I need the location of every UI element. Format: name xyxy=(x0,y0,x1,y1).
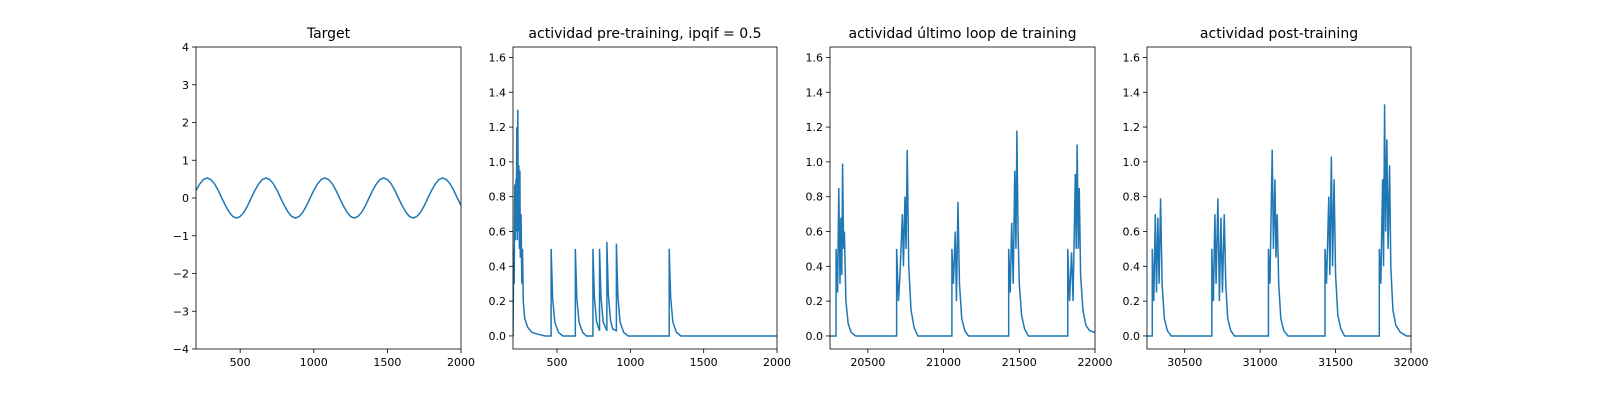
y-tick-label: 0.4 xyxy=(1123,260,1141,273)
y-tick-label: 1.4 xyxy=(489,86,507,99)
y-tick-label: 1.0 xyxy=(806,156,824,169)
x-tick-label: 20500 xyxy=(850,356,885,369)
y-tick-label: −3 xyxy=(173,305,189,318)
x-tick-label: 1500 xyxy=(373,356,401,369)
y-tick-label: 1.0 xyxy=(1123,156,1141,169)
y-tick-label: 0.2 xyxy=(489,295,507,308)
y-tick-label: 0.0 xyxy=(1123,330,1141,343)
axes-frame xyxy=(829,46,1096,350)
x-tick-label: 30500 xyxy=(1167,356,1202,369)
y-tick-label: 1.2 xyxy=(489,121,507,134)
y-tick-label: 0.8 xyxy=(806,191,824,204)
y-tick-label: 0.2 xyxy=(806,295,824,308)
y-tick-label: 0.0 xyxy=(806,330,824,343)
chart-title: actividad último loop de training xyxy=(849,26,1077,42)
y-tick-label: 1 xyxy=(182,154,189,167)
y-tick-label: 1.6 xyxy=(806,51,824,64)
y-tick-label: 0.0 xyxy=(489,330,507,343)
x-tick-label: 21000 xyxy=(926,356,961,369)
y-tick-label: 1.6 xyxy=(489,51,507,64)
y-tick-label: 1.6 xyxy=(1123,51,1141,64)
x-tick-label: 22000 xyxy=(1078,356,1113,369)
y-tick-label: 4 xyxy=(182,41,189,54)
y-tick-label: 0 xyxy=(182,192,189,205)
x-tick-label: 1500 xyxy=(690,356,718,369)
axes-frame xyxy=(195,46,462,350)
y-tick-label: 0.6 xyxy=(489,226,507,239)
x-tick-label: 31500 xyxy=(1318,356,1353,369)
y-tick-label: 0.8 xyxy=(1123,191,1141,204)
y-tick-label: 0.4 xyxy=(806,260,824,273)
x-tick-label: 1000 xyxy=(300,356,328,369)
y-tick-label: 3 xyxy=(182,79,189,92)
y-tick-label: 1.4 xyxy=(806,86,824,99)
data-line xyxy=(1147,104,1411,337)
y-tick-label: 1.2 xyxy=(1123,121,1141,134)
x-tick-label: 500 xyxy=(547,356,568,369)
x-tick-label: 2000 xyxy=(763,356,791,369)
chart-title: actividad pre-training, ipqif = 0.5 xyxy=(528,26,761,42)
y-tick-label: −2 xyxy=(173,268,189,281)
x-tick-label: 21500 xyxy=(1002,356,1037,369)
y-tick-label: −4 xyxy=(173,343,189,356)
y-tick-label: 0.4 xyxy=(489,260,507,273)
axes-frame xyxy=(1146,46,1412,350)
chart-title: Target xyxy=(306,26,351,42)
chart-title: actividad post-training xyxy=(1200,26,1358,42)
y-tick-label: −1 xyxy=(173,230,189,243)
y-tick-label: 1.4 xyxy=(1123,86,1141,99)
x-tick-label: 500 xyxy=(230,356,251,369)
y-tick-label: 2 xyxy=(182,117,189,130)
y-tick-label: 0.2 xyxy=(1123,295,1141,308)
data-line xyxy=(513,109,777,337)
x-tick-label: 2000 xyxy=(447,356,475,369)
y-tick-label: 1.2 xyxy=(806,121,824,134)
x-tick-label: 1000 xyxy=(616,356,644,369)
y-tick-label: 0.6 xyxy=(1123,226,1141,239)
y-tick-label: 0.6 xyxy=(806,226,824,239)
data-line xyxy=(830,130,1095,337)
y-tick-label: 1.0 xyxy=(489,156,507,169)
x-tick-label: 31000 xyxy=(1243,356,1278,369)
axes-frame xyxy=(512,46,778,350)
data-line xyxy=(196,177,461,219)
y-tick-label: 0.8 xyxy=(489,191,507,204)
x-tick-label: 32000 xyxy=(1394,356,1429,369)
